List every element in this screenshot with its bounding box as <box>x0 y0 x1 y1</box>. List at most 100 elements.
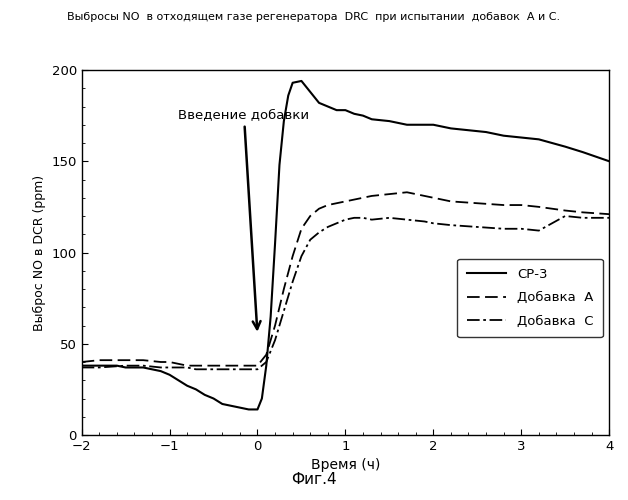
Добавка  А <box>245 362 252 368</box>
Добавка  А <box>605 211 613 217</box>
Добавка  С <box>254 366 261 372</box>
Добавка  А <box>315 206 323 212</box>
Добавка  А <box>579 210 587 216</box>
Добавка  С <box>517 226 525 232</box>
СР-3 <box>245 406 252 412</box>
Добавка  А <box>219 362 226 368</box>
Добавка  С <box>421 218 428 224</box>
СР-3 <box>333 107 340 113</box>
Добавка  С <box>359 215 367 221</box>
Добавка  С <box>386 215 393 221</box>
Добавка  С <box>579 215 587 221</box>
СР-3 <box>280 118 288 124</box>
Добавка  А <box>333 200 340 206</box>
СР-3 <box>78 362 85 368</box>
СР-3 <box>276 162 283 168</box>
Добавка  С <box>368 216 376 222</box>
Добавка  А <box>517 202 525 208</box>
Добавка  С <box>175 364 182 370</box>
СР-3 <box>298 78 305 84</box>
Добавка  А <box>280 286 288 292</box>
СР-3 <box>306 89 314 95</box>
СР-3 <box>113 362 121 368</box>
СР-3 <box>517 134 525 140</box>
Добавка  С <box>95 364 103 370</box>
СР-3 <box>267 314 274 320</box>
Добавка  А <box>324 202 332 208</box>
Добавка  С <box>447 222 455 228</box>
СР-3 <box>210 396 217 402</box>
Добавка  С <box>183 364 191 370</box>
Добавка  А <box>271 322 279 328</box>
Text: Введение добавки: Введение добавки <box>178 108 310 329</box>
Добавка  А <box>166 359 173 365</box>
СР-3 <box>430 122 437 128</box>
Добавка  А <box>227 362 235 368</box>
Добавка  А <box>254 362 261 368</box>
Добавка  А <box>298 226 305 232</box>
Добавка  А <box>306 213 314 219</box>
СР-3 <box>166 372 173 378</box>
Добавка  А <box>95 357 103 363</box>
Добавка  С <box>333 220 340 226</box>
СР-3 <box>535 136 543 142</box>
Добавка  С <box>201 366 208 372</box>
Text: Фиг.4: Фиг.4 <box>291 472 337 488</box>
Добавка  А <box>236 362 244 368</box>
Добавка  А <box>359 194 367 200</box>
Text: Выбросы NO  в отходящем газе регенератора  DRC  при испытании  добавок  А и С.: Выбросы NO в отходящем газе регенератора… <box>67 12 561 22</box>
Добавка  А <box>183 362 191 368</box>
СР-3 <box>254 406 261 412</box>
Добавка  А <box>210 362 217 368</box>
СР-3 <box>368 116 376 122</box>
СР-3 <box>324 104 332 110</box>
Добавка  С <box>474 224 481 230</box>
Добавка  А <box>139 357 147 363</box>
Добавка  С <box>500 226 507 232</box>
СР-3 <box>175 377 182 383</box>
СР-3 <box>447 126 455 132</box>
СР-3 <box>95 362 103 368</box>
Добавка  А <box>500 202 507 208</box>
СР-3 <box>350 111 358 117</box>
Добавка  А <box>561 208 569 214</box>
СР-3 <box>482 129 490 135</box>
Добавка  С <box>535 228 543 234</box>
Добавка  С <box>315 230 323 235</box>
Добавка  А <box>447 198 455 204</box>
СР-3 <box>219 401 226 407</box>
СР-3 <box>421 122 428 128</box>
СР-3 <box>284 92 292 98</box>
СР-3 <box>403 122 411 128</box>
Добавка  А <box>157 359 165 365</box>
СР-3 <box>139 364 147 370</box>
Line: Добавка  С: Добавка С <box>82 216 609 370</box>
СР-3 <box>271 240 279 246</box>
Добавка  С <box>210 366 217 372</box>
Добавка  С <box>289 278 296 284</box>
Добавка  А <box>175 361 182 367</box>
Line: Добавка  А: Добавка А <box>82 192 609 366</box>
X-axis label: Время (ч): Время (ч) <box>311 458 380 472</box>
СР-3 <box>258 396 266 402</box>
Добавка  А <box>474 200 481 206</box>
Добавка  А <box>386 191 393 197</box>
СР-3 <box>263 362 270 368</box>
Добавка  А <box>201 362 208 368</box>
СР-3 <box>605 158 613 164</box>
СР-3 <box>227 403 235 409</box>
СР-3 <box>579 149 587 155</box>
СР-3 <box>500 132 507 138</box>
Добавка  С <box>280 308 288 314</box>
СР-3 <box>315 100 323 106</box>
Добавка  А <box>122 357 129 363</box>
СР-3 <box>192 386 200 392</box>
Добавка  С <box>263 359 270 365</box>
СР-3 <box>465 127 472 133</box>
Добавка  С <box>236 366 244 372</box>
Добавка  С <box>245 366 252 372</box>
СР-3 <box>359 112 367 118</box>
СР-3 <box>148 366 156 372</box>
Legend: СР-3, Добавка  А, Добавка  С: СР-3, Добавка А, Добавка С <box>457 258 602 337</box>
Добавка  А <box>342 198 349 204</box>
